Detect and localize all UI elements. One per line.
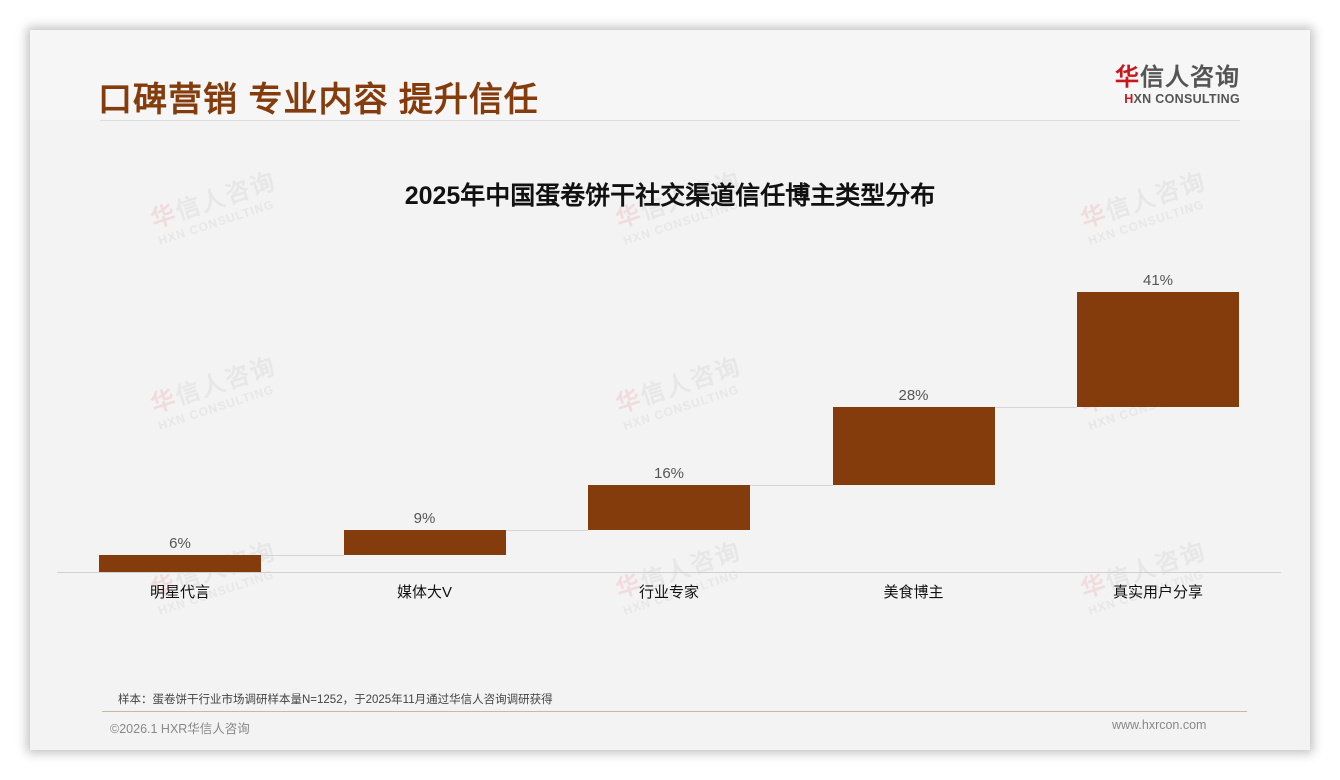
logo-en: HXN CONSULTING <box>1110 92 1240 106</box>
bar-value-label: 9% <box>413 510 436 527</box>
waterfall-connector <box>994 406 1077 408</box>
waterfall-connector <box>750 485 833 487</box>
copyright-text: ©2026.1 HXR华信人咨询 <box>110 722 250 736</box>
bar-5 <box>1077 292 1239 407</box>
footer-divider <box>102 711 1247 712</box>
category-label: 媒体大V <box>396 584 452 601</box>
company-logo: 华信人咨询 HXN CONSULTING <box>1110 64 1240 106</box>
sample-footnote: 样本：蛋卷饼干行业市场调研样本量N=1252，于2025年11月通过华信人咨询调… <box>118 694 553 706</box>
waterfall-connector <box>261 555 344 557</box>
header-divider <box>100 120 1240 121</box>
bar-4 <box>832 406 995 486</box>
bar-value-label: 41% <box>1142 272 1174 289</box>
x-axis-baseline <box>57 572 1281 573</box>
header-band <box>30 30 1310 120</box>
logo-en-text: XN CONSULTING <box>1133 92 1240 106</box>
bar-value-label: 16% <box>653 465 685 483</box>
chart-title: 2025年中国蛋卷饼干社交渠道信任博主类型分布 <box>404 182 936 210</box>
category-label: 行业专家 <box>638 584 699 601</box>
page-title: 口碑营销 专业内容 提升信任 <box>98 81 539 119</box>
bar-1 <box>99 555 261 572</box>
logo-en-accent: H <box>1124 92 1134 106</box>
category-label: 真实用户分享 <box>1112 584 1203 601</box>
slide: 口碑营销 专业内容 提升信任 华信人咨询 HXN CONSULTING 华信人咨… <box>30 30 1310 750</box>
logo-cn-text: 信人咨询 <box>1140 64 1240 91</box>
bar-value-label: 28% <box>898 386 929 404</box>
waterfall-connector <box>505 530 588 531</box>
category-label: 美食博主 <box>883 584 944 601</box>
bar-value-label: 6% <box>169 535 191 553</box>
logo-cn-accent: 华 <box>1115 64 1140 91</box>
bar-2 <box>343 530 506 556</box>
bar-3 <box>588 485 750 530</box>
category-label: 明星代言 <box>149 584 210 601</box>
website-link[interactable]: www.hxrcon.com <box>1112 718 1207 732</box>
logo-cn: 华信人咨询 <box>1110 64 1240 92</box>
